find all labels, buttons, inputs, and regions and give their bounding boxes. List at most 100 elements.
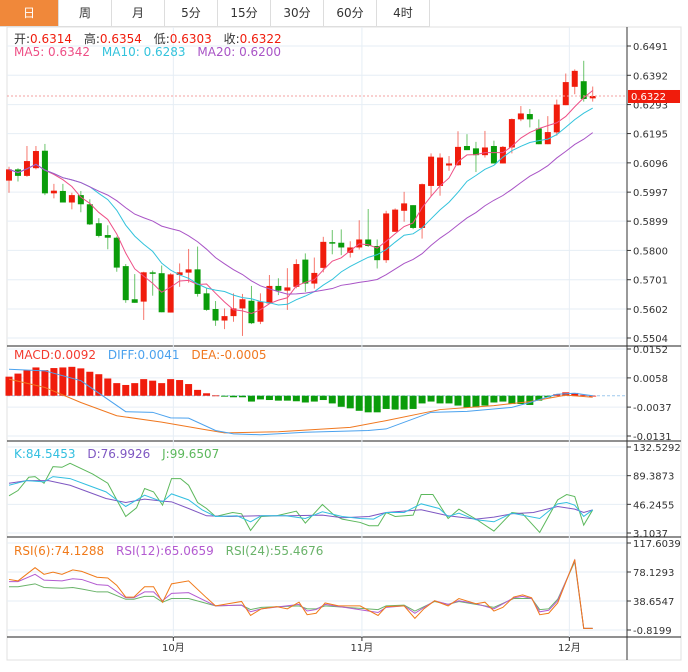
macd-bar — [472, 395, 480, 408]
open-label: 开: — [14, 32, 31, 46]
macd-bar — [32, 367, 40, 396]
candle-down — [374, 245, 381, 261]
candle-down — [580, 81, 587, 99]
candle-down — [338, 242, 345, 248]
price-tick-label: 0.5701 — [633, 276, 668, 287]
candle-up — [562, 82, 569, 106]
macd-bar — [526, 395, 534, 405]
macd-bar — [292, 395, 300, 402]
tab-30min[interactable]: 30分 — [271, 0, 324, 26]
price-tick-label: 0.6392 — [633, 71, 668, 82]
rsi12-line — [9, 558, 593, 629]
macd-bar — [418, 395, 426, 404]
macd-bar — [274, 395, 282, 401]
macd-bar — [391, 395, 399, 410]
candle-down — [526, 114, 533, 120]
rsi24-line — [9, 560, 593, 629]
low-label: 低: — [153, 32, 170, 46]
tab-5min[interactable]: 5分 — [165, 0, 218, 26]
price-tick-label: 0.5899 — [633, 217, 668, 228]
candle-down — [329, 242, 336, 244]
macd-bar — [140, 379, 148, 396]
macd-bar — [221, 395, 229, 397]
current-price-tag — [628, 89, 680, 103]
ma5-value: MA5: 0.6342 — [14, 45, 91, 59]
macd-bar — [230, 395, 237, 398]
candle-up — [589, 95, 596, 99]
candle-up — [6, 169, 12, 181]
k-value: K:84.5453 — [14, 447, 76, 461]
rsi-tick-label: 117.6039 — [633, 539, 681, 550]
candle-up — [499, 146, 506, 164]
price-tick-label: 0.5800 — [633, 246, 668, 257]
j-value: J:99.6507 — [162, 447, 220, 461]
candle-up — [392, 209, 399, 232]
candle-up — [383, 213, 390, 261]
candle-down — [86, 204, 93, 225]
candle-up — [50, 190, 57, 194]
ma-legend: MA5: 0.6342 MA10: 0.6283 MA20: 0.6200 — [14, 45, 289, 59]
candle-up — [221, 316, 228, 321]
macd-bar — [77, 368, 85, 396]
candle-up — [140, 272, 147, 302]
candle-up — [266, 285, 273, 304]
ma10-value: MA10: 0.6283 — [101, 45, 186, 59]
candle-up — [167, 274, 174, 313]
low-value: 0.6303 — [169, 32, 212, 46]
price-tick-label: 0.6293 — [633, 101, 668, 112]
candle-down — [248, 300, 255, 324]
tab-15min[interactable]: 15分 — [218, 0, 271, 26]
candle-up — [517, 113, 524, 120]
macd-bar — [283, 395, 291, 401]
candle-down — [365, 239, 372, 246]
candle-up — [311, 272, 318, 284]
high-value: 0.6354 — [99, 32, 142, 46]
tab-60min[interactable]: 60分 — [324, 0, 377, 26]
macd-tick-label: -0.0037 — [633, 403, 672, 414]
dea-value: DEA:-0.0005 — [191, 348, 267, 362]
month-label: 12月 — [558, 642, 581, 654]
macd-bar — [14, 373, 22, 396]
candle-up — [176, 272, 183, 275]
candle-up — [508, 119, 515, 148]
diff-value: DIFF:0.0041 — [107, 348, 180, 362]
candle-down — [535, 128, 542, 145]
current-price-label: 0.6322 — [631, 92, 666, 103]
macd-bar — [454, 395, 462, 406]
macd-bar — [113, 383, 121, 396]
macd-tick-label: 0.0152 — [633, 345, 668, 356]
tab-week[interactable]: 周 — [59, 0, 112, 26]
ma5-line — [8, 90, 594, 315]
price-tick-label: 0.6096 — [633, 159, 668, 170]
rsi-tick-label: -0.8199 — [633, 626, 672, 637]
rsi-tick-label: 78.1293 — [633, 568, 674, 579]
rsi24-value: RSI(24):55.4676 — [225, 544, 324, 558]
tab-month[interactable]: 月 — [112, 0, 165, 26]
candle-up — [455, 146, 461, 166]
macd-bar — [203, 393, 211, 396]
ma20-value: MA20: 0.6200 — [197, 45, 282, 59]
tab-day[interactable]: 日 — [0, 0, 59, 26]
macd-bar — [185, 384, 193, 396]
tab-4hour[interactable]: 4时 — [377, 0, 430, 26]
macd-bar — [481, 395, 489, 406]
candle-up — [446, 163, 453, 166]
kdj-tick-label: 89.3873 — [633, 472, 674, 483]
candle-down — [104, 235, 111, 238]
ma10-line — [8, 107, 593, 306]
candle-up — [320, 241, 327, 268]
candle-up — [257, 301, 264, 322]
macd-bar — [212, 395, 220, 397]
kdj-tick-label: 46.2455 — [633, 500, 674, 511]
candle-up — [544, 132, 551, 145]
candle-down — [149, 272, 156, 274]
macd-bar — [463, 395, 471, 408]
candle-up — [239, 299, 246, 309]
macd-bar — [517, 395, 525, 405]
candle-up — [428, 156, 435, 186]
price-tick-label: 0.5997 — [633, 188, 668, 199]
macd-bar — [131, 383, 139, 396]
macd-bar — [167, 379, 175, 396]
rsi6-value: RSI(6):74.1288 — [14, 544, 105, 558]
